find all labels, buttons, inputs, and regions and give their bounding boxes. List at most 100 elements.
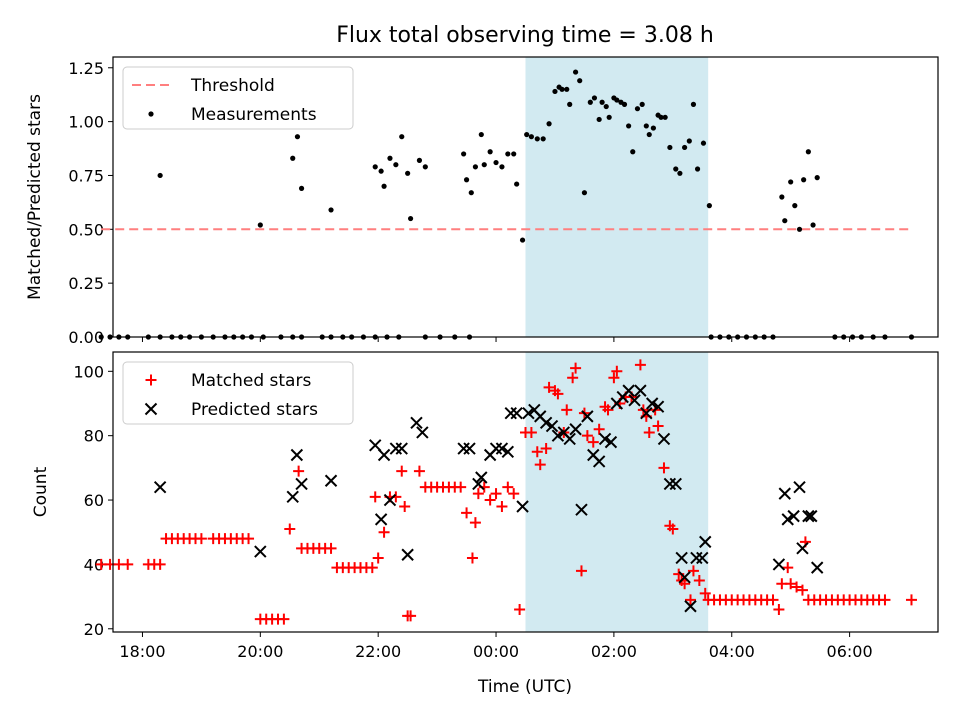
matched-stars-point bbox=[514, 603, 526, 615]
count-panel-ticks: 20 40 60 80 100 18:00 20:00 22:00 00:00 02:00 04:0… bbox=[73, 362, 872, 661]
predicted-stars-point bbox=[410, 416, 423, 430]
matched-stars-point bbox=[490, 488, 502, 500]
predicted-stars-point bbox=[395, 442, 408, 455]
legend-box bbox=[122, 66, 354, 130]
measurement-point bbox=[606, 114, 612, 120]
predicted-stars-point bbox=[592, 455, 606, 468]
matched-stars-point bbox=[455, 481, 467, 493]
measurement-point bbox=[603, 103, 609, 110]
predicted-stars-point bbox=[678, 571, 691, 584]
matched-stars-point bbox=[484, 494, 496, 506]
measurement-point bbox=[805, 149, 811, 155]
matched-stars-point bbox=[587, 436, 599, 448]
matched-stars-point bbox=[685, 594, 696, 606]
measurement-point bbox=[599, 99, 605, 105]
y-tick-label: 100 bbox=[73, 362, 104, 381]
predicted-stars-point bbox=[622, 384, 635, 397]
measurement-point bbox=[572, 69, 579, 75]
x-axis-label: Time (UTC) bbox=[477, 677, 572, 697]
predicted-stars-point bbox=[805, 509, 818, 523]
predicted-stars-point bbox=[463, 442, 476, 455]
measurement-point bbox=[650, 125, 656, 131]
measurement-point bbox=[667, 144, 673, 151]
measurement-point bbox=[372, 164, 378, 170]
predicted-stars-point bbox=[657, 432, 671, 446]
matched-stars-point bbox=[502, 481, 514, 493]
predicted-stars-point bbox=[781, 513, 794, 526]
measurement-point bbox=[634, 106, 641, 112]
y-tick-label: 60 bbox=[84, 491, 104, 510]
count-y-axis-label: Count bbox=[31, 466, 51, 517]
x-tick-label: 00:00 bbox=[473, 642, 519, 661]
y-tick-label: 0.00 bbox=[68, 328, 104, 347]
measurement-point bbox=[540, 136, 546, 142]
ratio-panel-frame bbox=[112, 56, 939, 338]
measurement-point bbox=[519, 237, 526, 243]
matched-stars-point bbox=[611, 365, 623, 377]
measurement-point bbox=[591, 95, 598, 101]
predicted-stars-point bbox=[640, 406, 653, 420]
x-tick-label: 20:00 bbox=[237, 642, 283, 661]
y-tick-label: 1.25 bbox=[68, 59, 104, 78]
matched-stars-point bbox=[570, 362, 582, 374]
matched-stars-point bbox=[782, 562, 794, 574]
measurement-point bbox=[472, 164, 479, 170]
predicted-stars-point bbox=[569, 423, 582, 436]
predicted-stars-point bbox=[501, 445, 515, 458]
measurement-point bbox=[596, 116, 602, 123]
matched-stars-point bbox=[773, 603, 785, 615]
predicted-stars-point bbox=[286, 490, 299, 504]
count-legend: Matched stars Predicted stars bbox=[122, 361, 354, 425]
measurement-point bbox=[801, 177, 807, 183]
legend-box bbox=[122, 361, 354, 425]
measurement-point bbox=[481, 162, 487, 168]
x-tick-label: 02:00 bbox=[591, 642, 637, 661]
measurement-point bbox=[682, 144, 688, 151]
predicted-stars-point bbox=[651, 400, 665, 413]
ratio-panel-ticks: 0.00 0.25 0.50 0.75 1.00 1.25 bbox=[68, 59, 851, 347]
predicted-stars-point bbox=[377, 448, 391, 462]
predicted-stars-point bbox=[634, 384, 647, 397]
measurement-point bbox=[792, 203, 798, 209]
measurement-point bbox=[779, 194, 785, 200]
measurement-point bbox=[157, 172, 163, 179]
predicted-stars-point bbox=[778, 487, 791, 500]
matched-stars-point bbox=[122, 558, 134, 570]
predicted-stars-point bbox=[457, 442, 470, 455]
matched-stars-point bbox=[634, 359, 646, 371]
x-tick-label: 06:00 bbox=[827, 642, 873, 661]
measurement-point bbox=[493, 159, 499, 166]
predicted-stars-point bbox=[522, 406, 535, 420]
measurement-point bbox=[694, 166, 701, 172]
measurement-point bbox=[581, 190, 588, 196]
measurement-point bbox=[662, 114, 668, 120]
matched-stars-point bbox=[540, 443, 552, 455]
y-tick-label: 40 bbox=[84, 555, 104, 574]
measurement-point bbox=[686, 138, 692, 144]
matched-stars-point bbox=[575, 565, 587, 577]
predicted-stars-point bbox=[696, 551, 709, 565]
matched-stars-point bbox=[469, 517, 481, 529]
measurement-point bbox=[552, 88, 558, 95]
matched-stars-point bbox=[796, 584, 808, 596]
predicted-stars-point bbox=[369, 439, 382, 452]
matched-stars-point bbox=[466, 552, 478, 564]
matched-stars-point bbox=[652, 420, 664, 432]
predicted-stars-point bbox=[324, 474, 338, 487]
measurement-point bbox=[407, 215, 414, 222]
predicted-stars-point bbox=[153, 480, 167, 494]
predicted-stars-point bbox=[290, 448, 304, 462]
measurement-point bbox=[499, 164, 505, 170]
predicted-stars-point bbox=[563, 432, 576, 446]
measurement-point bbox=[559, 86, 565, 92]
matched-stars-point bbox=[667, 523, 679, 535]
matched-stars-point bbox=[699, 587, 711, 599]
predicted-stars-point bbox=[401, 548, 414, 561]
predicted-stars-point bbox=[598, 432, 612, 446]
matched-stars-point bbox=[325, 542, 337, 554]
matched-stars-point bbox=[372, 552, 384, 564]
predicted-stars-point bbox=[690, 551, 703, 565]
predicted-stars-point bbox=[802, 509, 815, 523]
measurement-point bbox=[298, 185, 305, 191]
measurement-point bbox=[257, 222, 263, 228]
